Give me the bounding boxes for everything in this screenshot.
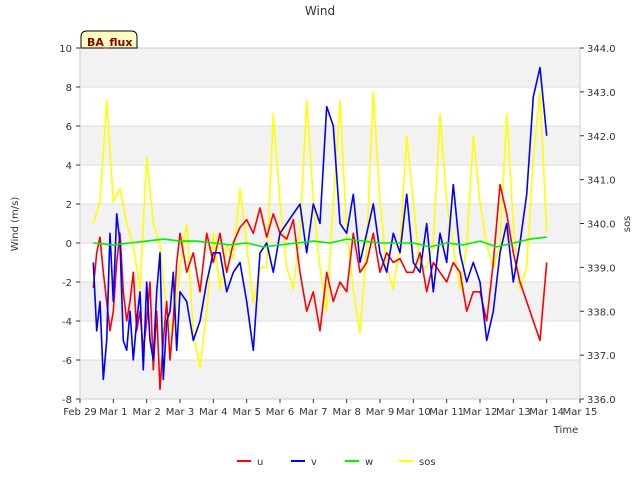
legend-label-w: w xyxy=(365,457,373,468)
series-layer xyxy=(92,66,548,391)
y2-tick-label: 343.0 xyxy=(587,88,616,99)
badge-label: BA_flux xyxy=(87,36,132,49)
x-axis-label: Time xyxy=(553,425,578,436)
x-tick-label: Mar 15 xyxy=(563,407,598,418)
y-tick-label: -4 xyxy=(62,317,72,328)
chart-title: Wind xyxy=(305,4,335,18)
x-tick-label: Mar 7 xyxy=(299,407,327,418)
y2-tick-label: 337.0 xyxy=(587,351,616,362)
y-tick-label: 6 xyxy=(66,122,72,133)
y2-tick-label: 341.0 xyxy=(587,176,616,187)
y-tick-label: 8 xyxy=(66,83,72,94)
y-tick-label: 10 xyxy=(59,44,72,55)
x-axis: Feb 29 Mar 1 Mar 2 Mar 3 Mar 4 Mar 5 Mar 6 Mar … xyxy=(63,399,597,418)
y-tick-label: 0 xyxy=(66,239,72,250)
y2-tick-label: 340.0 xyxy=(587,220,616,231)
y-tick-label: -8 xyxy=(62,395,72,406)
y-axis-right: 336.0 337.0 338.0 339.0 340.0 341.0 342.0 343.0… xyxy=(580,44,616,406)
y-axis-left: -8 -6 -4 -2 0 2 4 6 8 10 xyxy=(59,44,80,406)
y2-tick-label: 342.0 xyxy=(587,132,616,143)
y-tick-label: -6 xyxy=(62,356,72,367)
y-tick-label: 2 xyxy=(66,200,72,211)
y-axis-label: Wind (m/s) xyxy=(10,197,21,252)
y-tick-label: -2 xyxy=(62,278,72,289)
grid-band xyxy=(80,126,580,165)
x-tick-label: Mar 1 xyxy=(99,407,127,418)
y2-tick-label: 338.0 xyxy=(587,307,616,318)
grid-band xyxy=(80,48,580,87)
y2-tick-label: 336.0 xyxy=(587,395,616,406)
x-tick-label: Mar 6 xyxy=(266,407,294,418)
legend: u v w sos xyxy=(237,457,436,468)
x-tick-label: Mar 13 xyxy=(496,407,531,418)
x-tick-label: Mar 12 xyxy=(463,407,498,418)
x-tick-label: Mar 5 xyxy=(232,407,260,418)
series-line-w xyxy=(93,236,547,248)
y2-tick-label: 339.0 xyxy=(587,263,616,274)
legend-label-v: v xyxy=(311,457,317,468)
grid-band xyxy=(80,360,580,399)
x-tick-label: Mar 11 xyxy=(429,407,464,418)
x-tick-label: Mar 2 xyxy=(132,407,160,418)
x-tick-label: Mar 3 xyxy=(166,407,194,418)
x-tick-label: Mar 8 xyxy=(332,407,360,418)
x-tick-label: Feb 29 xyxy=(63,407,97,418)
y-tick-label: 4 xyxy=(66,161,72,172)
x-tick-label: Mar 4 xyxy=(199,407,227,418)
x-tick-label: Mar 10 xyxy=(396,407,431,418)
badge-box xyxy=(80,30,138,49)
y2-tick-label: 344.0 xyxy=(587,44,616,55)
series-line-u xyxy=(92,183,548,391)
y2-axis-label: sos xyxy=(622,216,633,233)
badge: BA_flux xyxy=(80,30,138,49)
series-line-v xyxy=(92,66,548,381)
series-line-sos xyxy=(92,91,548,370)
legend-label-sos: sos xyxy=(419,457,436,468)
x-tick-label: Mar 9 xyxy=(366,407,394,418)
legend-label-u: u xyxy=(257,457,263,468)
x-tick-label: Mar 14 xyxy=(529,407,564,418)
